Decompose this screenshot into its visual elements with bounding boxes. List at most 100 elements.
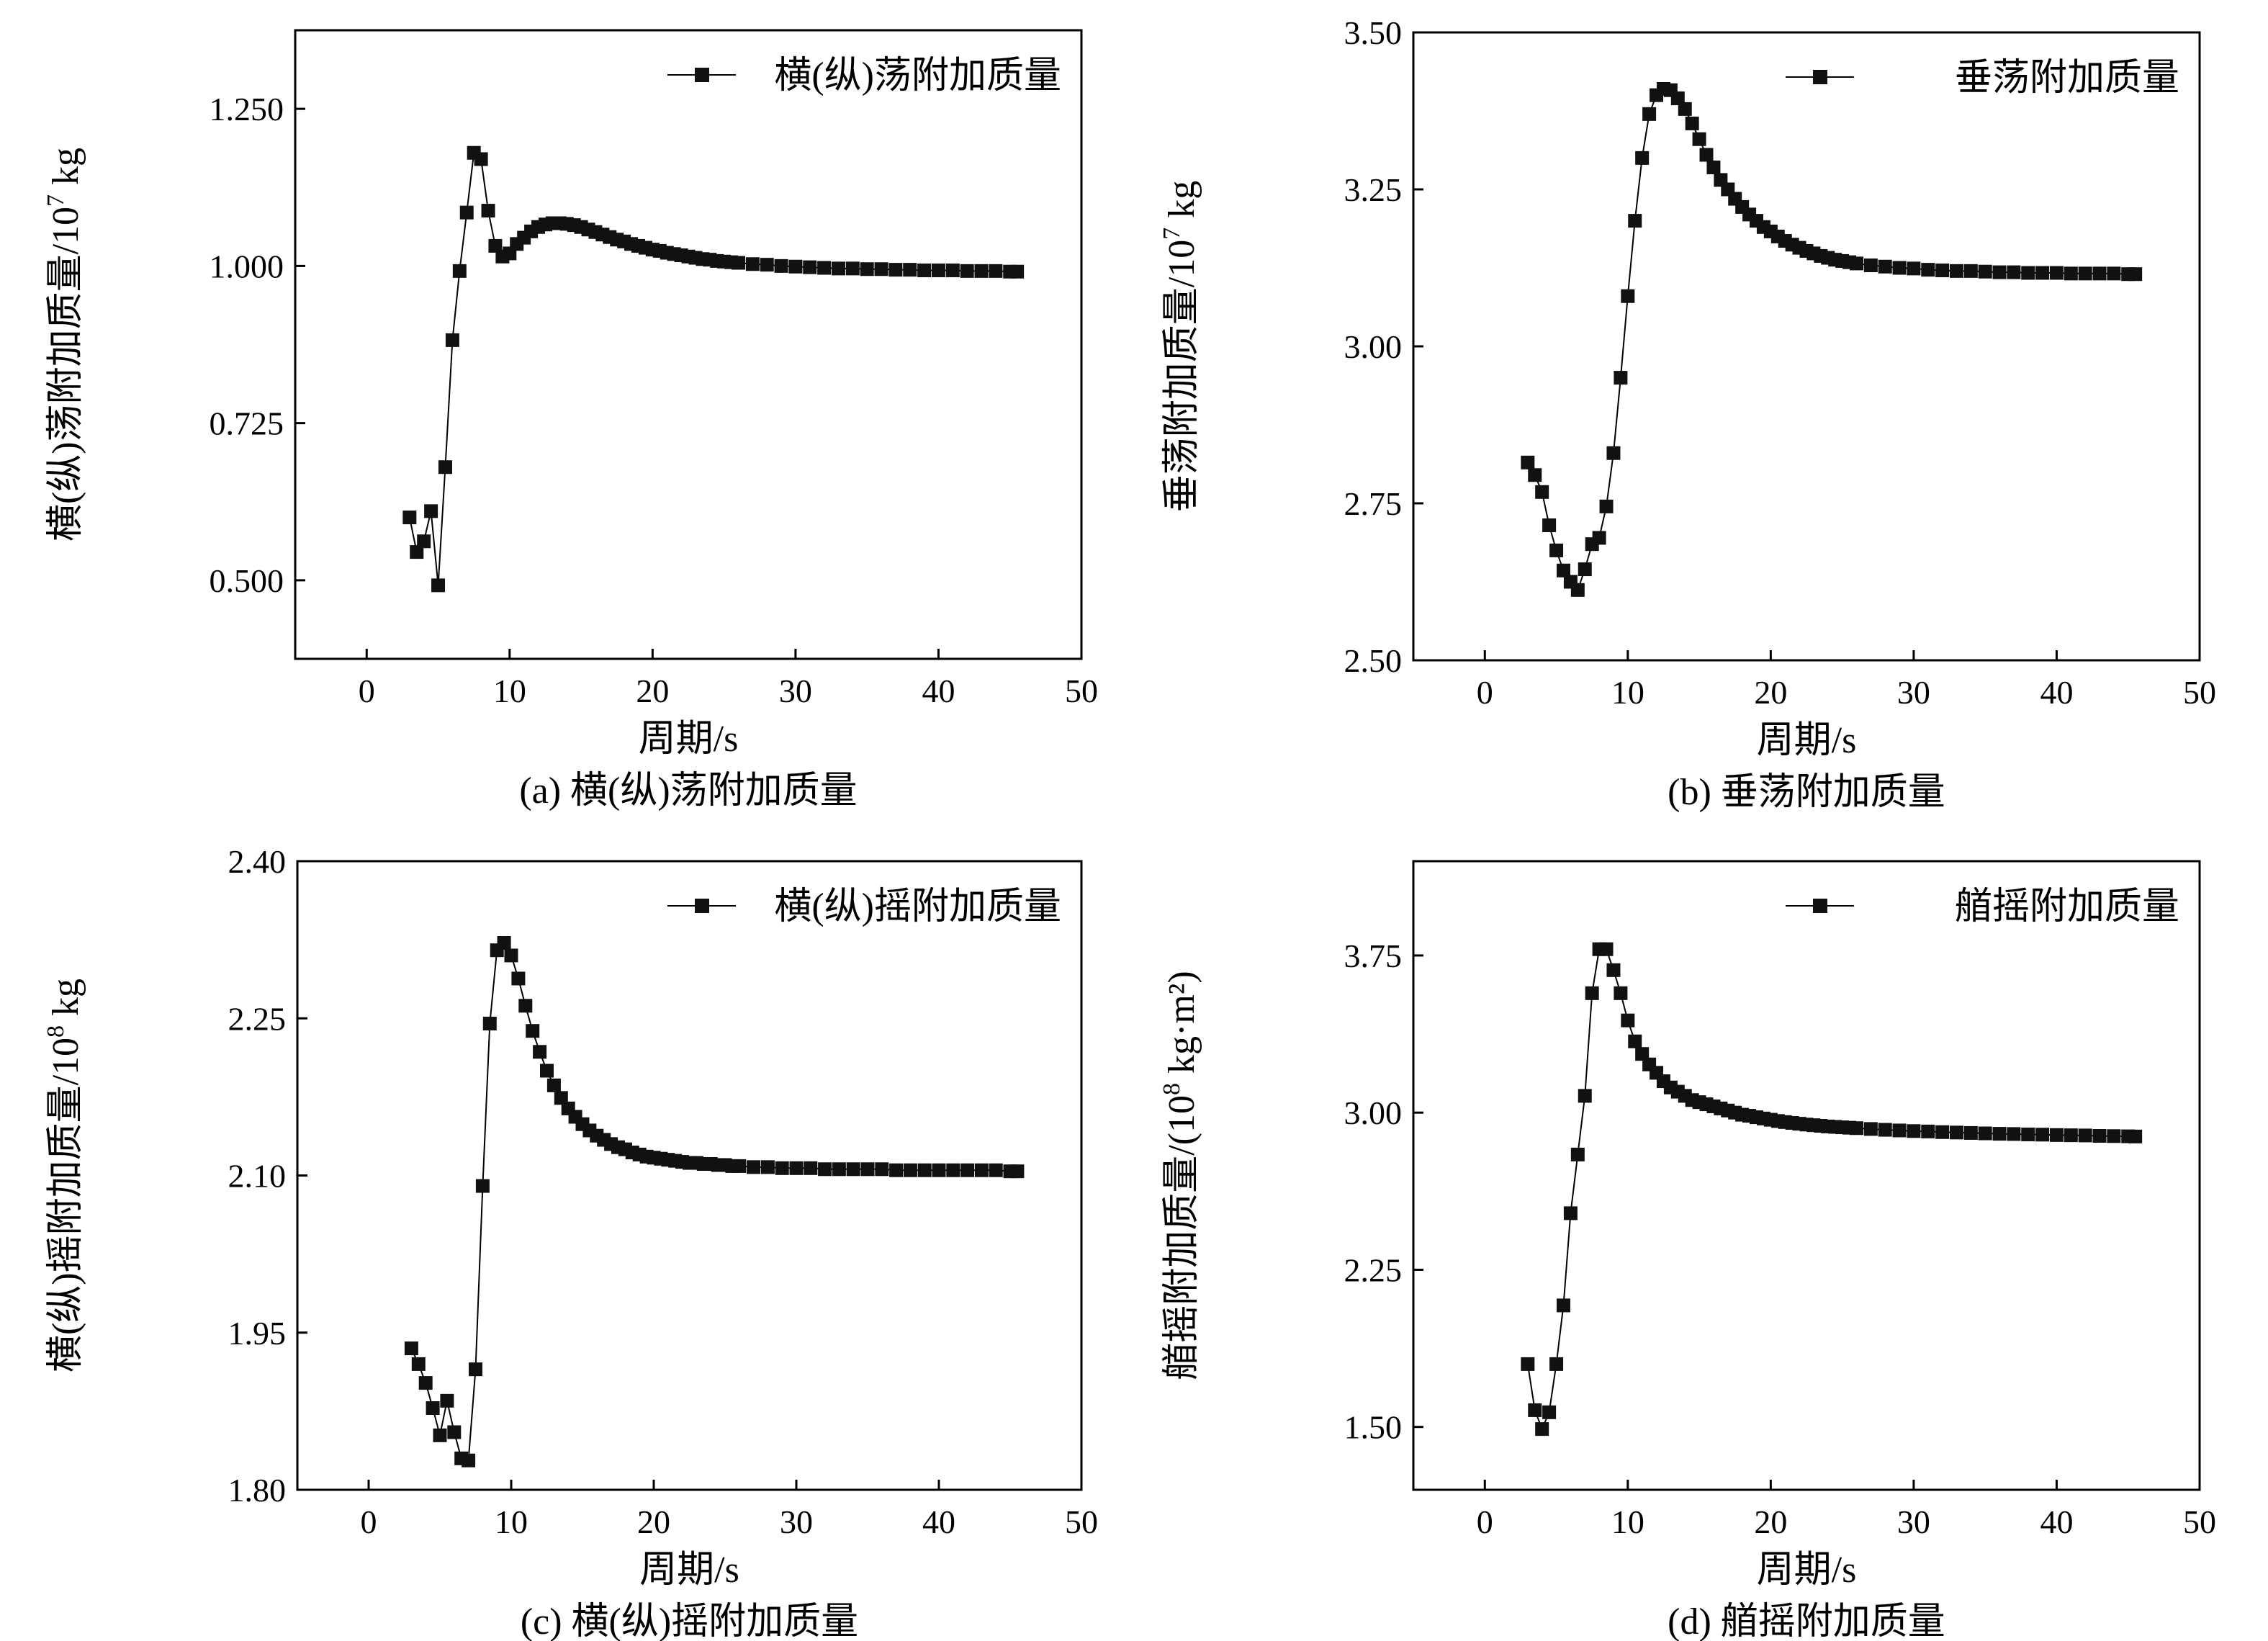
data-point (817, 261, 832, 275)
data-point (2078, 1128, 2092, 1143)
data-point (1635, 1047, 1650, 1061)
data-point (1863, 258, 1878, 273)
x-tick-label: 40 (922, 673, 955, 709)
y-tick-label: 1.95 (228, 1315, 287, 1352)
x-tick-label: 10 (495, 1503, 528, 1540)
data-point (932, 1163, 946, 1177)
data-point (1521, 1357, 1535, 1371)
data-point (1542, 1405, 1557, 1419)
x-tick-label: 50 (1065, 1503, 1098, 1540)
data-point (1628, 1034, 1642, 1048)
x-tick-label: 20 (636, 673, 669, 709)
data-point (504, 948, 518, 963)
data-point (438, 460, 452, 475)
data-point (831, 261, 845, 276)
panel-caption: (d) 艏摇附加质量 (1668, 1601, 1945, 1641)
data-point (440, 1393, 454, 1408)
panel-c: 0 10 20 30 40 50 1.80 1.95 2.10 2.25 2.40 周期/s 横(纵)摇… (42, 843, 1098, 1641)
plot-frame (1412, 860, 2201, 1491)
series-line (408, 151, 1017, 585)
panel-caption: (b) 垂荡附加质量 (1668, 772, 1945, 813)
y-tick-label: 2.75 (1344, 485, 1403, 522)
legend-label: 垂荡附加质量 (1955, 58, 2179, 99)
data-point (462, 1453, 476, 1467)
x-tick-label: 20 (1754, 674, 1787, 711)
legend-label: 横(纵)荡附加质量 (774, 55, 1061, 96)
data-point (2021, 1127, 2035, 1141)
y-axis-title-exponent: 7 (1158, 228, 1185, 240)
y-axis-title-exponent: 8 (1158, 1083, 1185, 1095)
data-point (540, 1064, 554, 1078)
data-point (1621, 1013, 1635, 1028)
x-tick-label: 20 (637, 1503, 670, 1540)
data-point (1878, 1123, 1892, 1137)
data-point (424, 504, 438, 518)
data-point (1678, 102, 1692, 116)
data-point (903, 263, 917, 277)
data-point (474, 152, 488, 166)
data-point (410, 545, 424, 559)
data-point (1921, 1124, 1935, 1138)
x-tick-label: 40 (922, 1503, 955, 1540)
y-tick-label: 1.000 (210, 248, 284, 284)
panel-d: 0 10 20 30 40 50 1.50 2.25 3.00 3.75 周期/s 艏摇附加质量/(1… (1158, 860, 2216, 1641)
data-point (481, 204, 495, 218)
y-axis-title-unit: kg (45, 148, 86, 194)
legend: 横(纵)荡附加质量 (667, 55, 1061, 96)
y-tick-label: 3.00 (1344, 328, 1403, 365)
data-point (1892, 1123, 1907, 1138)
data-point (2007, 1127, 2021, 1141)
data-point (832, 1162, 846, 1177)
data-point (2035, 1128, 2050, 1142)
data-point (1949, 264, 1963, 278)
data-point (2064, 266, 2078, 281)
data-point (533, 1045, 547, 1059)
data-point (488, 238, 503, 253)
data-point (1578, 562, 1592, 577)
data-point (1556, 563, 1570, 577)
data-point (1621, 289, 1635, 303)
data-point (447, 1425, 462, 1439)
data-point (1892, 261, 1907, 275)
data-point (1935, 263, 1950, 277)
x-tick-label: 30 (1897, 1503, 1930, 1540)
data-point (475, 1179, 490, 1193)
x-tick-label: 30 (779, 673, 812, 709)
data-point (1978, 1126, 1992, 1141)
data-point (1949, 1125, 1963, 1140)
y-tick-label: 2.10 (228, 1158, 287, 1195)
panel-a: 0 10 20 30 40 50 0.500 0.725 1.000 1.250 周期/s 横(纵)荡… (42, 29, 1098, 811)
plot-frame (1412, 31, 2201, 662)
y-tick-label: 2.40 (228, 843, 287, 880)
data-point (518, 999, 533, 1013)
y-axis-title: 艏摇附加质量/(108 kg·m²) (1158, 971, 1202, 1380)
data-point (469, 1362, 482, 1377)
data-point (1528, 1403, 1542, 1417)
data-point (511, 971, 526, 986)
y-axis-title-exponent: 7 (42, 194, 69, 207)
legend-marker (695, 68, 709, 82)
y-tick-label: 2.50 (1344, 642, 1403, 679)
data-point (2092, 266, 2107, 281)
data-point (2049, 1128, 2064, 1142)
data-point (1542, 518, 1557, 533)
y-tick-label: 1.50 (1344, 1409, 1403, 1446)
panel-caption: (c) 横(纵)摇附加质量 (521, 1601, 858, 1641)
y-axis-title: 横(纵)荡附加质量/107 kg (42, 148, 86, 541)
y-axis-title-exponent: 8 (42, 1025, 69, 1038)
data-point (497, 935, 511, 950)
data-point (1614, 371, 1628, 385)
data-point (445, 333, 459, 347)
y-tick-label: 3.25 (1344, 171, 1403, 208)
data-point (1878, 259, 1892, 274)
data-point (526, 1024, 540, 1038)
data-point (554, 1091, 568, 1105)
data-point (1563, 1206, 1578, 1220)
data-point (2128, 267, 2143, 282)
x-axis-title: 周期/s (1757, 1550, 1857, 1591)
data-point (1692, 132, 1706, 146)
panel-caption: (a) 横(纵)荡附加质量 (519, 770, 857, 811)
legend: 横(纵)摇附加质量 (667, 886, 1061, 927)
data-point (2078, 266, 2092, 281)
data-point (1606, 446, 1621, 460)
